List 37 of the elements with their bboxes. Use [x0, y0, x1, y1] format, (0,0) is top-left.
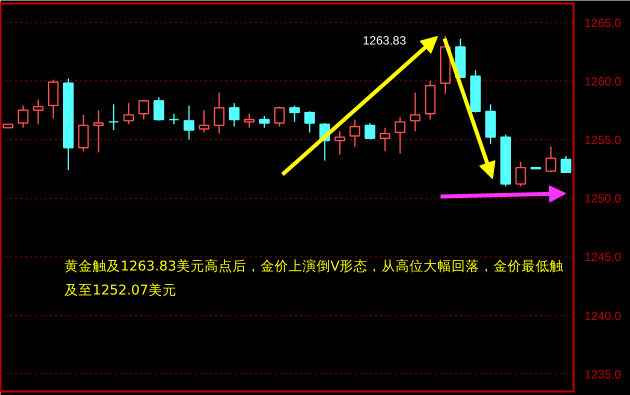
- candlestick: [546, 146, 556, 173]
- candlestick: [289, 104, 300, 123]
- candlestick: [93, 110, 104, 154]
- candlestick: [168, 113, 180, 125]
- candlestick: [274, 106, 285, 128]
- candlestick: [214, 92, 224, 134]
- candlestick: [78, 114, 89, 152]
- candlestick: [48, 79, 59, 120]
- candlestick: [515, 161, 526, 188]
- candlestick: [364, 122, 376, 140]
- candlestick: [394, 116, 406, 154]
- candlestick: [18, 104, 28, 128]
- y-tick-label: 1240.0: [584, 308, 622, 323]
- candlestick: [154, 96, 164, 122]
- y-tick-label: 1245.0: [584, 250, 622, 264]
- candlestick: [259, 115, 270, 128]
- candlestick: [244, 113, 255, 128]
- candlestick: [350, 118, 360, 148]
- candlestick: [108, 104, 119, 131]
- candlestick: [380, 127, 390, 152]
- y-tick-label: 1260.0: [584, 74, 622, 88]
- candlestick: [123, 102, 134, 125]
- candlestick: [560, 155, 572, 173]
- candlestick: [184, 104, 194, 140]
- y-tick-label: 1255.0: [584, 132, 622, 147]
- annotation: 1263.83: [362, 33, 406, 48]
- y-tick-label: 1265.0: [584, 16, 622, 30]
- candlestick: [304, 110, 315, 134]
- annotation: 黄金触及1263.83美元高点后，金价上演倒V形态，从高位大幅回落，金价最低触及至1252.07美元: [64, 258, 564, 298]
- candlestick: [32, 98, 44, 125]
- y-tick-label: 1250.0: [584, 192, 622, 206]
- candlestick: [198, 110, 210, 134]
- candlestick: [138, 98, 150, 120]
- candlestick: [410, 92, 420, 132]
- y-tick-label: 1235.0: [584, 367, 622, 382]
- candlestick: [334, 130, 346, 156]
- candlestick: [228, 102, 240, 128]
